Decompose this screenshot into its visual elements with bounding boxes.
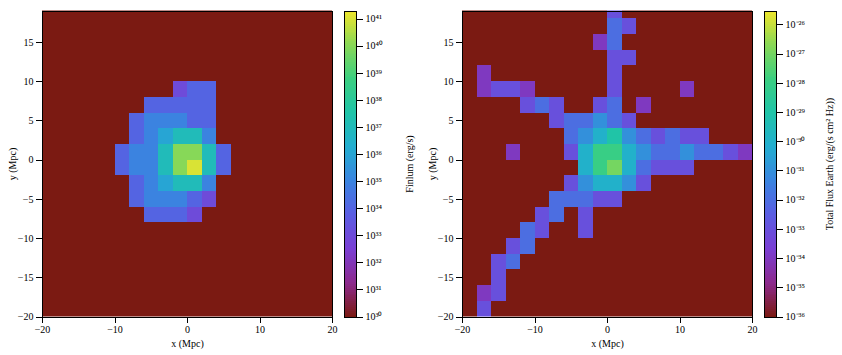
svg-text:10³⁷: 10³⁷ xyxy=(366,122,383,133)
svg-text:10⁻³³: 10⁻³³ xyxy=(786,224,805,235)
svg-text:10³³: 10³³ xyxy=(366,230,382,241)
svg-text:10⁻³⁵: 10⁻³⁵ xyxy=(786,282,805,293)
svg-text:0: 0 xyxy=(29,154,34,165)
svg-text:0: 0 xyxy=(185,324,190,335)
svg-text:10³⁵: 10³⁵ xyxy=(366,176,382,187)
svg-text:10³⁹: 10³⁹ xyxy=(366,68,383,79)
svg-text:5: 5 xyxy=(29,115,34,126)
svg-text:10³⁴: 10³⁴ xyxy=(366,203,383,214)
svg-text:10⁻³¹: 10⁻³¹ xyxy=(786,165,805,176)
svg-text:10⁴⁰: 10⁴⁰ xyxy=(366,40,384,51)
svg-text:10⁴¹: 10⁴¹ xyxy=(366,13,382,24)
svg-text:10³⁶: 10³⁶ xyxy=(366,149,383,160)
svg-text:10³⁸: 10³⁸ xyxy=(366,95,383,106)
svg-text:10⁻³⁴: 10⁻³⁴ xyxy=(786,253,806,264)
svg-text:−5: −5 xyxy=(23,194,34,205)
svg-text:10⁻³²: 10⁻³² xyxy=(786,194,805,205)
svg-text:Total Flux Earth (erg/(s cm² H: Total Flux Earth (erg/(s cm² Hz)) xyxy=(824,98,836,230)
svg-text:−10: −10 xyxy=(438,233,454,244)
svg-text:10⁻²⁹: 10⁻²⁹ xyxy=(786,107,806,118)
svg-text:−20: −20 xyxy=(18,311,34,322)
svg-text:−10: −10 xyxy=(107,324,123,335)
svg-text:−10: −10 xyxy=(527,324,543,335)
svg-text:x (Mpc): x (Mpc) xyxy=(591,338,624,350)
svg-text:y (Mpc): y (Mpc) xyxy=(7,148,19,181)
svg-text:x (Mpc): x (Mpc) xyxy=(171,338,204,350)
svg-text:10³⁰: 10³⁰ xyxy=(366,311,383,322)
svg-text:−10: −10 xyxy=(18,233,34,244)
svg-text:Finlum (erg/s): Finlum (erg/s) xyxy=(404,135,416,192)
svg-text:−20: −20 xyxy=(455,324,471,335)
svg-text:10⁻²⁷: 10⁻²⁷ xyxy=(786,48,806,59)
svg-text:10⁻³⁶: 10⁻³⁶ xyxy=(786,311,806,322)
svg-text:−20: −20 xyxy=(438,311,454,322)
svg-text:20: 20 xyxy=(748,324,758,335)
svg-text:10: 10 xyxy=(675,324,685,335)
svg-text:10: 10 xyxy=(255,324,265,335)
svg-text:10: 10 xyxy=(24,76,34,87)
svg-text:10⁻²⁶: 10⁻²⁶ xyxy=(786,19,806,30)
svg-text:10⁻²⁸: 10⁻²⁸ xyxy=(786,78,806,89)
svg-text:−15: −15 xyxy=(438,272,454,283)
svg-text:15: 15 xyxy=(444,37,454,48)
svg-text:10: 10 xyxy=(444,76,454,87)
svg-text:−5: −5 xyxy=(443,194,454,205)
svg-text:y (Mpc): y (Mpc) xyxy=(427,148,439,181)
svg-text:10³²: 10³² xyxy=(366,257,382,268)
svg-text:15: 15 xyxy=(24,37,34,48)
svg-text:20: 20 xyxy=(328,324,338,335)
svg-text:−20: −20 xyxy=(35,324,51,335)
svg-text:0: 0 xyxy=(605,324,610,335)
svg-text:0: 0 xyxy=(449,154,454,165)
svg-text:5: 5 xyxy=(449,115,454,126)
svg-text:10³¹: 10³¹ xyxy=(366,284,382,295)
svg-text:10⁻³⁰: 10⁻³⁰ xyxy=(786,136,806,147)
svg-text:−15: −15 xyxy=(18,272,34,283)
